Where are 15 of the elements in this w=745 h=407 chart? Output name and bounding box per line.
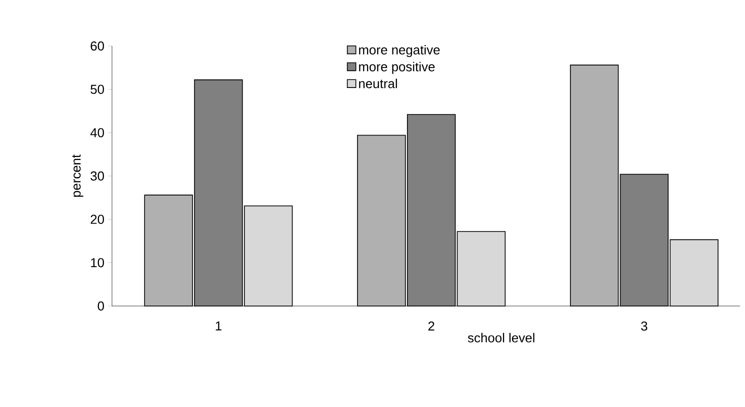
- y-tick-label: 20: [90, 214, 104, 224]
- y-axis-title: percent: [72, 154, 84, 197]
- y-tick-label: 30: [90, 171, 104, 181]
- x-axis-title: school level: [468, 332, 534, 342]
- x-tick-label: 1: [216, 321, 222, 330]
- x-tick-label: 3: [641, 321, 648, 331]
- y-tick-label: 60: [90, 41, 104, 51]
- x-tick-label: 2: [428, 321, 434, 331]
- legend-label: more positive: [359, 62, 435, 74]
- y-tick-label: 50: [90, 84, 104, 94]
- legend-label: neutral: [359, 78, 397, 88]
- y-tick-label: 40: [90, 128, 104, 138]
- legend-label: more negative: [359, 44, 440, 58]
- y-tick-label: 10: [91, 258, 104, 268]
- y-tick-label: 0: [98, 301, 104, 311]
